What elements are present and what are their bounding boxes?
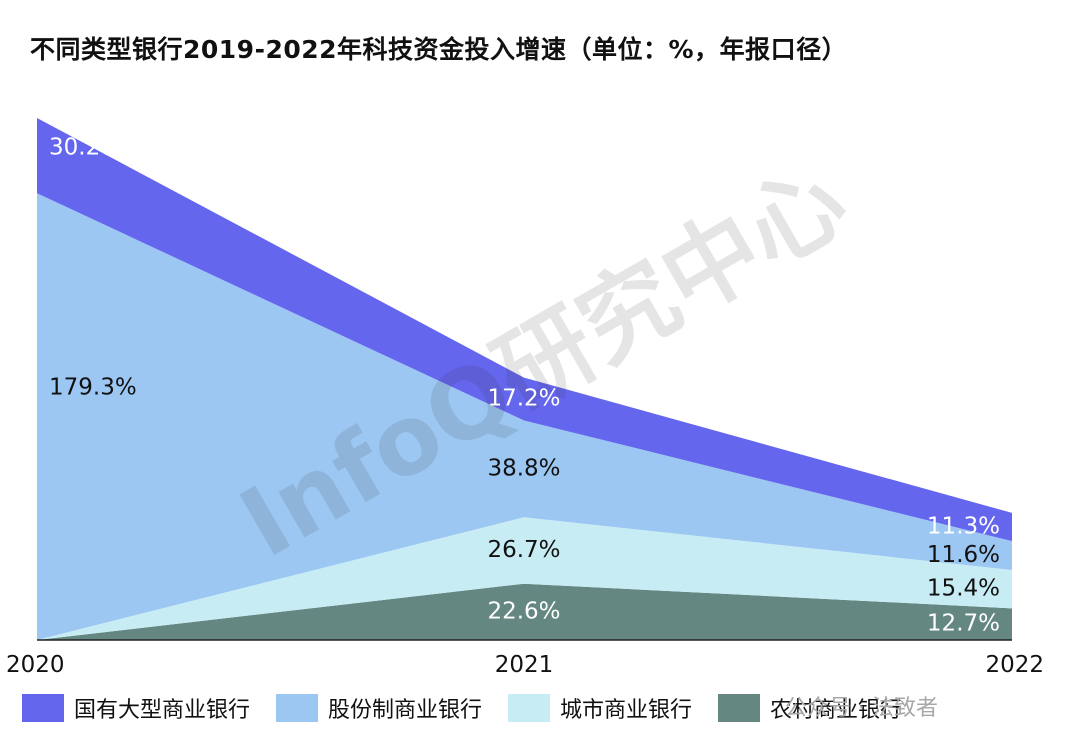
legend-item: 股份制商业银行	[276, 692, 482, 724]
legend-label: 国有大型商业银行	[74, 698, 251, 723]
data-label: 38.8%	[487, 455, 560, 481]
data-label: 22.6%	[487, 598, 560, 624]
x-tick-label: 2020	[6, 652, 65, 678]
area-series-1	[37, 517, 1012, 640]
data-label: 12.7%	[927, 611, 1000, 637]
data-label: 11.6%	[927, 542, 1000, 568]
area-series-3	[37, 118, 1012, 542]
x-tick-label: 2022	[985, 652, 1044, 678]
legend-swatch	[276, 694, 319, 722]
area-series-2	[37, 193, 1012, 640]
data-label: 179.3%	[49, 375, 137, 401]
x-tick-label: 2021	[495, 652, 554, 678]
data-label: 17.2%	[487, 386, 560, 412]
data-label: 11.3%	[927, 514, 1000, 540]
legend-label: 股份制商业银行	[328, 698, 483, 723]
legend-swatch	[508, 694, 551, 722]
legend: 国有大型商业银行 股份制商业银行 城市商业银行 农村商业银行	[22, 692, 928, 724]
chart-title: 不同类型银行2019-2022年科技资金投入增速（单位：%，年报口径）	[30, 35, 848, 64]
legend-item: 城市商业银行	[508, 692, 692, 724]
legend-swatch	[22, 694, 64, 722]
legend-item: 农村商业银行	[718, 692, 902, 724]
data-label: 26.7%	[487, 537, 560, 563]
area-series-0	[37, 583, 1012, 640]
data-label: 15.4%	[927, 576, 1000, 602]
watermark-text: 公众号 · 法致者	[785, 696, 938, 721]
data-label: 30.2%	[49, 135, 122, 161]
legend-label: 城市商业银行	[560, 698, 693, 723]
legend-item: 国有大型商业银行	[22, 692, 250, 724]
legend-label: 农村商业银行	[770, 698, 903, 723]
legend-swatch	[718, 694, 761, 722]
